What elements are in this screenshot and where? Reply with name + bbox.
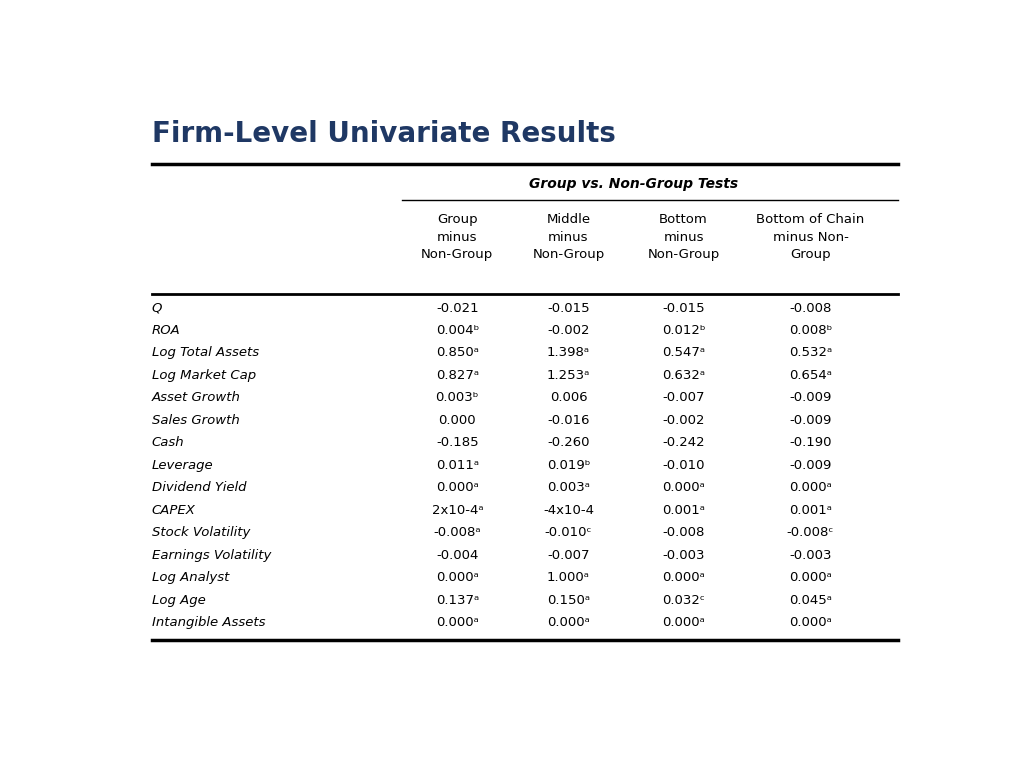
Text: 0.000ᵃ: 0.000ᵃ	[790, 482, 831, 495]
Text: 2x10-4ᵃ: 2x10-4ᵃ	[431, 504, 483, 517]
Text: Bottom
minus
Non-Group: Bottom minus Non-Group	[647, 214, 720, 261]
Text: 0.000ᵃ: 0.000ᵃ	[663, 616, 705, 629]
Text: Middle
minus
Non-Group: Middle minus Non-Group	[532, 214, 604, 261]
Text: -0.010: -0.010	[663, 458, 705, 472]
Text: Bottom of Chain
minus Non-
Group: Bottom of Chain minus Non- Group	[757, 214, 864, 261]
Text: -0.007: -0.007	[663, 392, 705, 405]
Text: 0.011ᵃ: 0.011ᵃ	[436, 458, 479, 472]
Text: Log Analyst: Log Analyst	[152, 571, 229, 584]
Text: Group
minus
Non-Group: Group minus Non-Group	[421, 214, 494, 261]
Text: Sales Growth: Sales Growth	[152, 414, 240, 427]
Text: 0.632ᵃ: 0.632ᵃ	[662, 369, 706, 382]
Text: 0.008ᵇ: 0.008ᵇ	[788, 324, 833, 337]
Text: 1.000ᵃ: 1.000ᵃ	[547, 571, 590, 584]
Text: -0.004: -0.004	[436, 548, 478, 561]
Text: -0.008ᵃ: -0.008ᵃ	[433, 526, 481, 539]
Text: -0.190: -0.190	[790, 436, 831, 449]
Text: 0.000ᵃ: 0.000ᵃ	[790, 616, 831, 629]
Text: -0.016: -0.016	[547, 414, 590, 427]
Text: Log Total Assets: Log Total Assets	[152, 346, 259, 359]
Text: -4x10-4: -4x10-4	[543, 504, 594, 517]
Text: -0.015: -0.015	[547, 302, 590, 315]
Text: 0.000ᵃ: 0.000ᵃ	[547, 616, 590, 629]
Text: CAPEX: CAPEX	[152, 504, 196, 517]
Text: -0.009: -0.009	[790, 414, 831, 427]
Text: Asset Growth: Asset Growth	[152, 392, 241, 405]
Text: 0.001ᵃ: 0.001ᵃ	[790, 504, 831, 517]
Text: 0.547ᵃ: 0.547ᵃ	[662, 346, 706, 359]
Text: -0.002: -0.002	[547, 324, 590, 337]
Text: 0.032ᶜ: 0.032ᶜ	[663, 594, 705, 607]
Text: 0.003ᵇ: 0.003ᵇ	[435, 392, 479, 405]
Text: -0.003: -0.003	[790, 548, 831, 561]
Text: -0.242: -0.242	[663, 436, 705, 449]
Text: 0.150ᵃ: 0.150ᵃ	[547, 594, 590, 607]
Text: Earnings Volatility: Earnings Volatility	[152, 548, 271, 561]
Text: Stock Volatility: Stock Volatility	[152, 526, 250, 539]
Text: -0.003: -0.003	[663, 548, 705, 561]
Text: 0.006: 0.006	[550, 392, 587, 405]
Text: Cash: Cash	[152, 436, 184, 449]
Text: -0.008: -0.008	[790, 302, 831, 315]
Text: 1.398ᵃ: 1.398ᵃ	[547, 346, 590, 359]
Text: Dividend Yield: Dividend Yield	[152, 482, 247, 495]
Text: 0.000: 0.000	[438, 414, 476, 427]
Text: -0.185: -0.185	[436, 436, 478, 449]
Text: 1.253ᵃ: 1.253ᵃ	[547, 369, 590, 382]
Text: 0.850ᵃ: 0.850ᵃ	[436, 346, 479, 359]
Text: 0.000ᵃ: 0.000ᵃ	[436, 482, 479, 495]
Text: -0.009: -0.009	[790, 392, 831, 405]
Text: Log Market Cap: Log Market Cap	[152, 369, 256, 382]
Text: 0.045ᵃ: 0.045ᵃ	[790, 594, 831, 607]
Text: 0.019ᵇ: 0.019ᵇ	[547, 458, 590, 472]
Text: Q: Q	[152, 302, 162, 315]
Text: 0.827ᵃ: 0.827ᵃ	[436, 369, 479, 382]
Text: 0.000ᵃ: 0.000ᵃ	[663, 571, 705, 584]
Text: 0.532ᵃ: 0.532ᵃ	[788, 346, 833, 359]
Text: -0.002: -0.002	[663, 414, 705, 427]
Text: -0.009: -0.009	[790, 458, 831, 472]
Text: 0.000ᵃ: 0.000ᵃ	[790, 571, 831, 584]
Text: Intangible Assets: Intangible Assets	[152, 616, 265, 629]
Text: -0.010ᶜ: -0.010ᶜ	[545, 526, 592, 539]
Text: 0.001ᵃ: 0.001ᵃ	[663, 504, 705, 517]
Text: -0.008: -0.008	[663, 526, 705, 539]
Text: Leverage: Leverage	[152, 458, 213, 472]
Text: Firm-Level Univariate Results: Firm-Level Univariate Results	[152, 121, 615, 148]
Text: -0.008ᶜ: -0.008ᶜ	[786, 526, 835, 539]
Text: -0.260: -0.260	[547, 436, 590, 449]
Text: 0.004ᵇ: 0.004ᵇ	[435, 324, 479, 337]
Text: -0.015: -0.015	[663, 302, 705, 315]
Text: Group vs. Non-Group Tests: Group vs. Non-Group Tests	[529, 177, 738, 190]
Text: 0.003ᵃ: 0.003ᵃ	[547, 482, 590, 495]
Text: 0.012ᵇ: 0.012ᵇ	[662, 324, 706, 337]
Text: 0.137ᵃ: 0.137ᵃ	[436, 594, 479, 607]
Text: -0.021: -0.021	[436, 302, 478, 315]
Text: 0.000ᵃ: 0.000ᵃ	[436, 571, 479, 584]
Text: -0.007: -0.007	[547, 548, 590, 561]
Text: 0.000ᵃ: 0.000ᵃ	[663, 482, 705, 495]
Text: 0.654ᵃ: 0.654ᵃ	[790, 369, 831, 382]
Text: ROA: ROA	[152, 324, 180, 337]
Text: Log Age: Log Age	[152, 594, 206, 607]
Text: 0.000ᵃ: 0.000ᵃ	[436, 616, 479, 629]
